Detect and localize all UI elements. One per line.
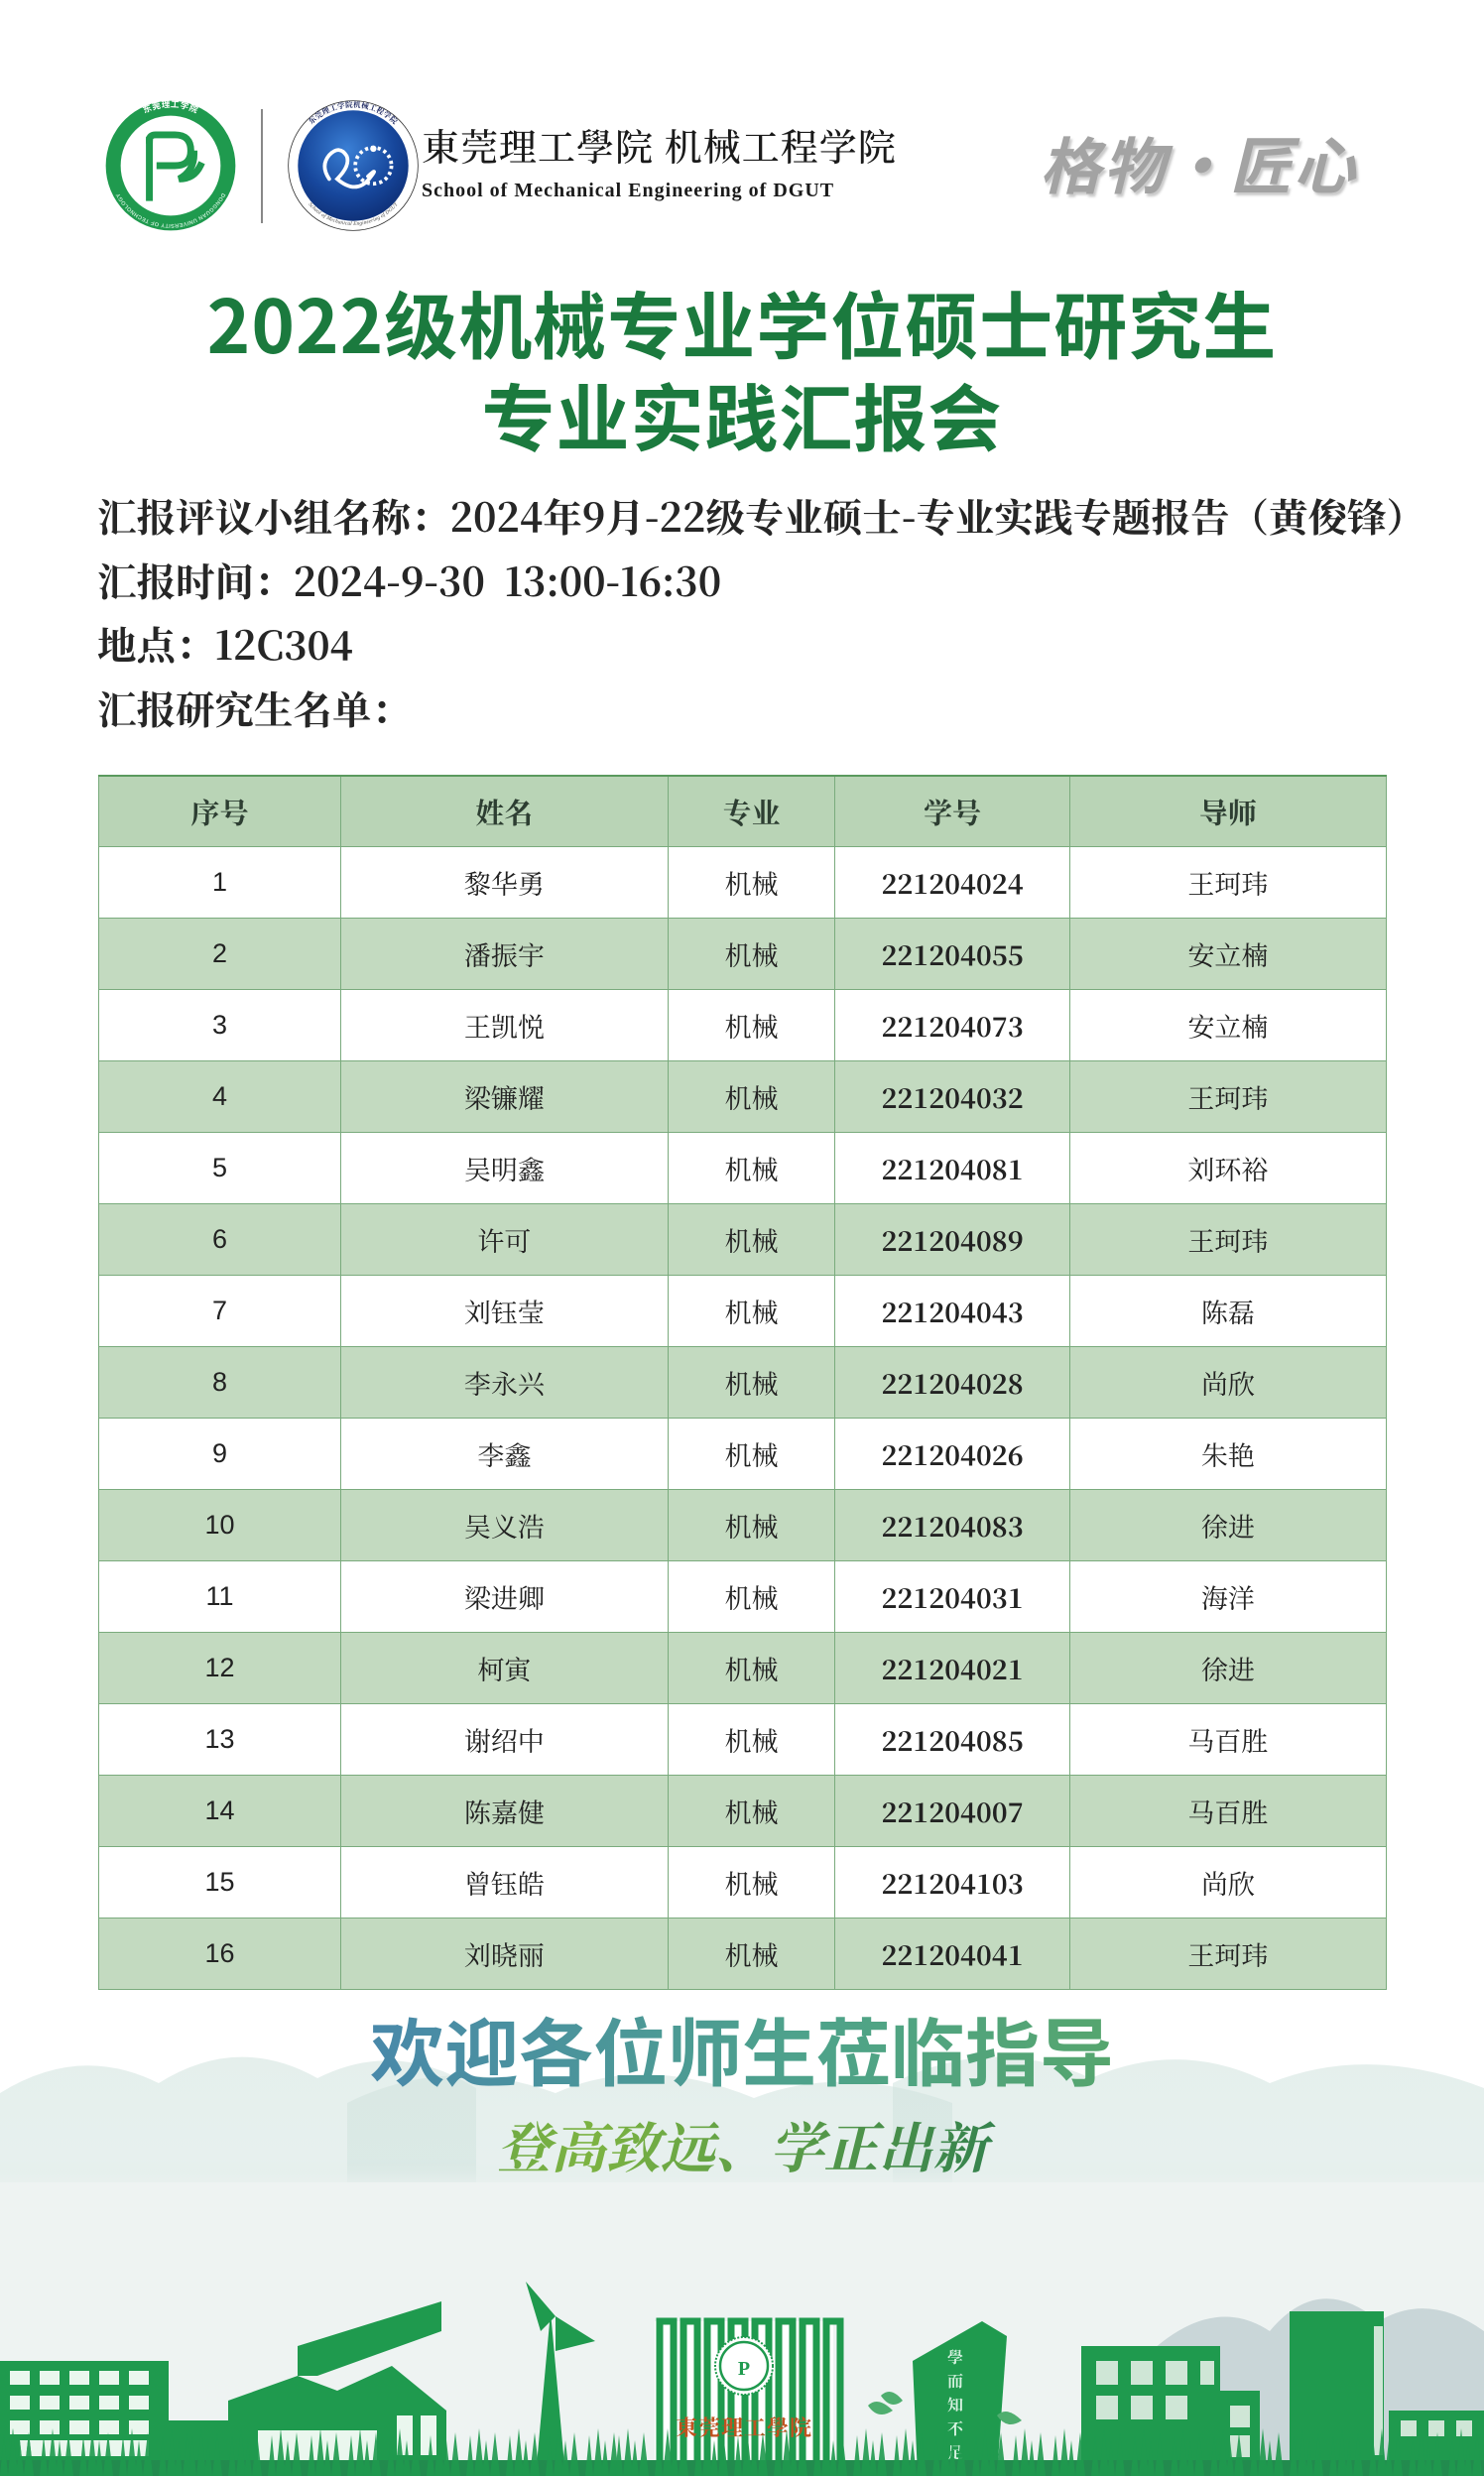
svg-text:P: P: [738, 2358, 750, 2380]
svg-text:學: 學: [947, 2345, 963, 2368]
svg-text:而: 而: [947, 2369, 963, 2392]
svg-text:東莞理工學院: 東莞理工學院: [676, 2412, 812, 2442]
svg-text:知: 知: [947, 2393, 963, 2415]
